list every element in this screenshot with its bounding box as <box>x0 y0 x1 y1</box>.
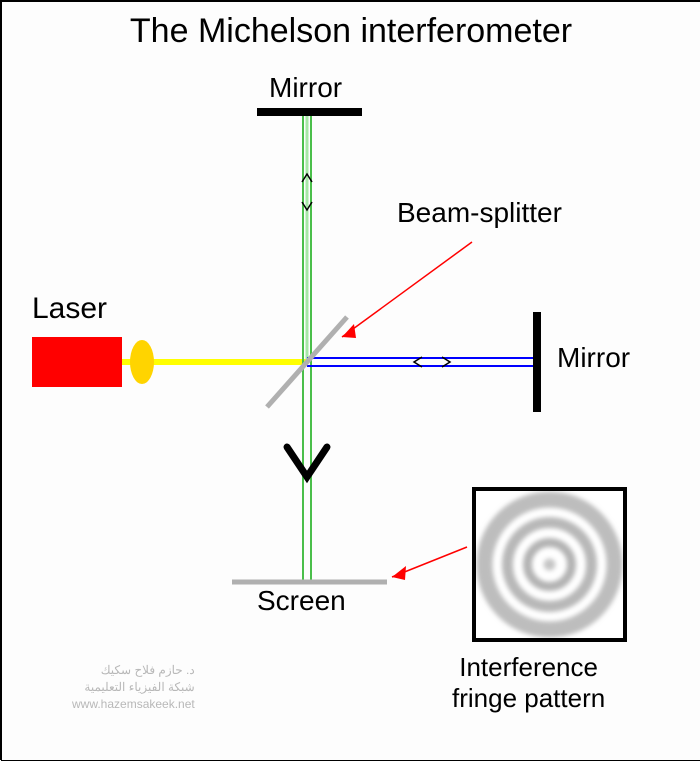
laser-lens <box>130 340 154 384</box>
fringe-pattern-icon <box>476 491 623 638</box>
footer-line3: www.hazemsakeek.net <box>72 696 195 713</box>
footer-watermark: د. حازم فلاح سكيك شبكة الفيزياء التعليمي… <box>72 662 195 712</box>
laser-body <box>32 337 122 387</box>
label-laser: Laser <box>32 292 107 326</box>
footer-line1: د. حازم فلاح سكيك <box>72 662 195 679</box>
pointer-beam-head-icon <box>342 324 356 338</box>
label-beam-splitter: Beam-splitter <box>397 197 562 229</box>
label-mirror-right: Mirror <box>557 342 630 374</box>
down-arrow-icon <box>287 447 327 477</box>
fringe-pattern-box <box>472 487 627 642</box>
label-mirror-top: Mirror <box>269 72 342 104</box>
label-screen: Screen <box>257 585 346 617</box>
footer-line2: شبكة الفيزياء التعليمية <box>72 679 195 696</box>
pointer-screen-head-icon <box>392 566 406 580</box>
label-fringe: Interference fringe pattern <box>452 652 605 714</box>
interferometer-diagram <box>2 2 700 761</box>
pointer-beam-line <box>342 242 472 337</box>
